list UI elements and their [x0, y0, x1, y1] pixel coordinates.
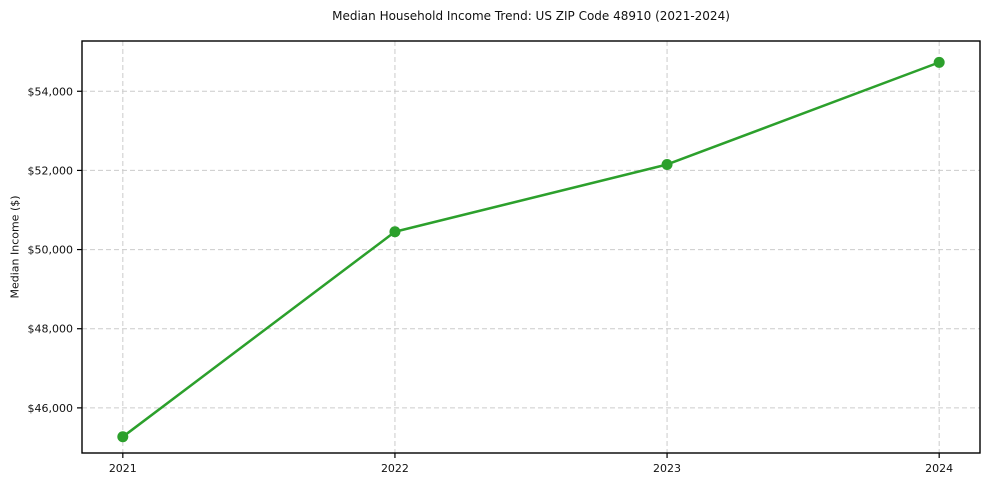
plot-border — [81, 40, 981, 454]
y-tick-label: $48,000 — [28, 323, 74, 336]
x-tick-label: 2023 — [653, 462, 681, 475]
x-tick-label: 2024 — [925, 462, 953, 475]
data-point-marker — [117, 431, 129, 443]
data-line — [121, 61, 941, 439]
y-tick-label: $54,000 — [28, 85, 74, 98]
y-tick-label: $46,000 — [28, 402, 74, 415]
y-tick-label: $50,000 — [28, 244, 74, 257]
chart-title: Median Household Income Trend: US ZIP Co… — [332, 9, 730, 23]
data-point-marker — [389, 226, 401, 238]
data-point-marker — [933, 56, 945, 68]
data-point-marker — [661, 158, 673, 170]
x-tick-label: 2022 — [381, 462, 409, 475]
y-axis-label: Median Income ($) — [8, 195, 22, 299]
y-tick-label: $52,000 — [28, 164, 74, 177]
x-tick-label: 2021 — [109, 462, 137, 475]
